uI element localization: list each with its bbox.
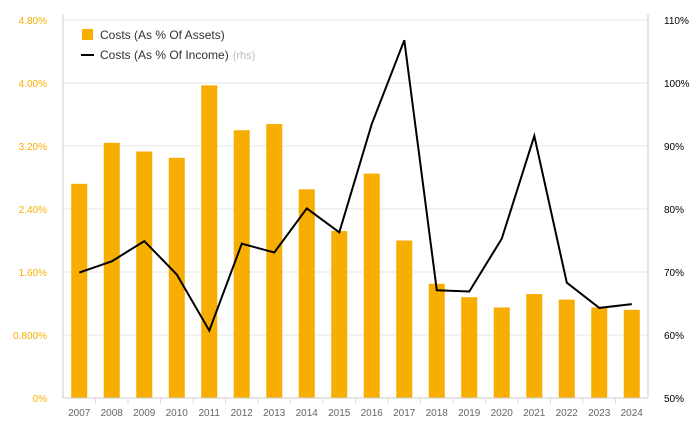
bar [331, 231, 348, 398]
y-left-tick-label: 2.40% [19, 205, 47, 216]
x-tick-label: 2013 [263, 408, 286, 419]
gridlines [63, 19, 648, 399]
bar [363, 173, 380, 398]
y-right-tick-label: 60% [664, 331, 684, 342]
x-tick-label: 2007 [68, 408, 91, 419]
y-left-tick-label: 4.00% [19, 79, 47, 90]
legend: Costs (As % Of Assets) Costs (As % Of In… [81, 28, 255, 62]
axes: 0% 0.800% 1.60% 2.40% 3.20% 4.00% 4.80% 50% 60% 7… [13, 14, 690, 419]
legend-label-income: Costs (As % Of Income) (rhs) [100, 48, 255, 62]
bar-series [71, 85, 640, 399]
x-tick-label: 2019 [458, 408, 481, 419]
x-tick-label: 2020 [491, 408, 514, 419]
bar [591, 307, 608, 398]
y-left-tick-label: 3.20% [19, 142, 47, 153]
x-tick-label: 2014 [296, 408, 319, 419]
x-tick-label: 2022 [556, 408, 579, 419]
bar [136, 151, 153, 398]
y-left-tick-label: 0% [33, 394, 48, 405]
x-tick-label: 2016 [361, 408, 384, 419]
x-tick-label: 2023 [588, 408, 611, 419]
x-tick-label: 2008 [101, 408, 124, 419]
legend-label-assets: Costs (As % Of Assets) [100, 28, 225, 42]
y-left-tick-label: 1.60% [19, 268, 47, 279]
line-series [78, 39, 632, 333]
x-tick-label: 2024 [621, 408, 644, 419]
x-tick-label: 2015 [328, 408, 351, 419]
legend-swatch-assets [82, 29, 93, 40]
y-left-tick-label: 4.80% [19, 16, 47, 27]
bar [396, 240, 413, 398]
y-right-tick-label: 80% [664, 205, 684, 216]
bar [298, 189, 315, 398]
bar [201, 85, 218, 399]
x-tick-label: 2011 [198, 408, 220, 419]
bar [168, 157, 185, 398]
bar [71, 183, 88, 398]
bar [103, 142, 120, 398]
bar [266, 123, 283, 398]
series-line-income [78, 39, 632, 333]
y-right-tick-label: 50% [664, 394, 684, 405]
legend-label-income-text: Costs (As % Of Income) [100, 48, 229, 62]
x-tick-label: 2009 [133, 408, 156, 419]
bar [233, 130, 250, 398]
x-tick-label: 2017 [393, 408, 416, 419]
x-tick-label: 2012 [231, 408, 254, 419]
y-right-tick-label: 110% [664, 16, 689, 27]
bar [461, 297, 478, 398]
y-right-tick-label: 90% [664, 142, 684, 153]
bar [526, 294, 543, 398]
y-right-tick-label: 70% [664, 268, 684, 279]
x-tick-label: 2018 [426, 408, 449, 419]
y-right-tick-label: 100% [664, 79, 690, 90]
y-left-tick-label: 0.800% [13, 331, 47, 342]
bar [558, 299, 575, 398]
bar [428, 283, 445, 398]
bar [493, 307, 510, 398]
legend-rhs-suffix: (rhs) [233, 50, 256, 62]
x-tick-label: 2010 [166, 408, 189, 419]
x-tick-label: 2021 [523, 408, 546, 419]
bar [623, 309, 640, 398]
